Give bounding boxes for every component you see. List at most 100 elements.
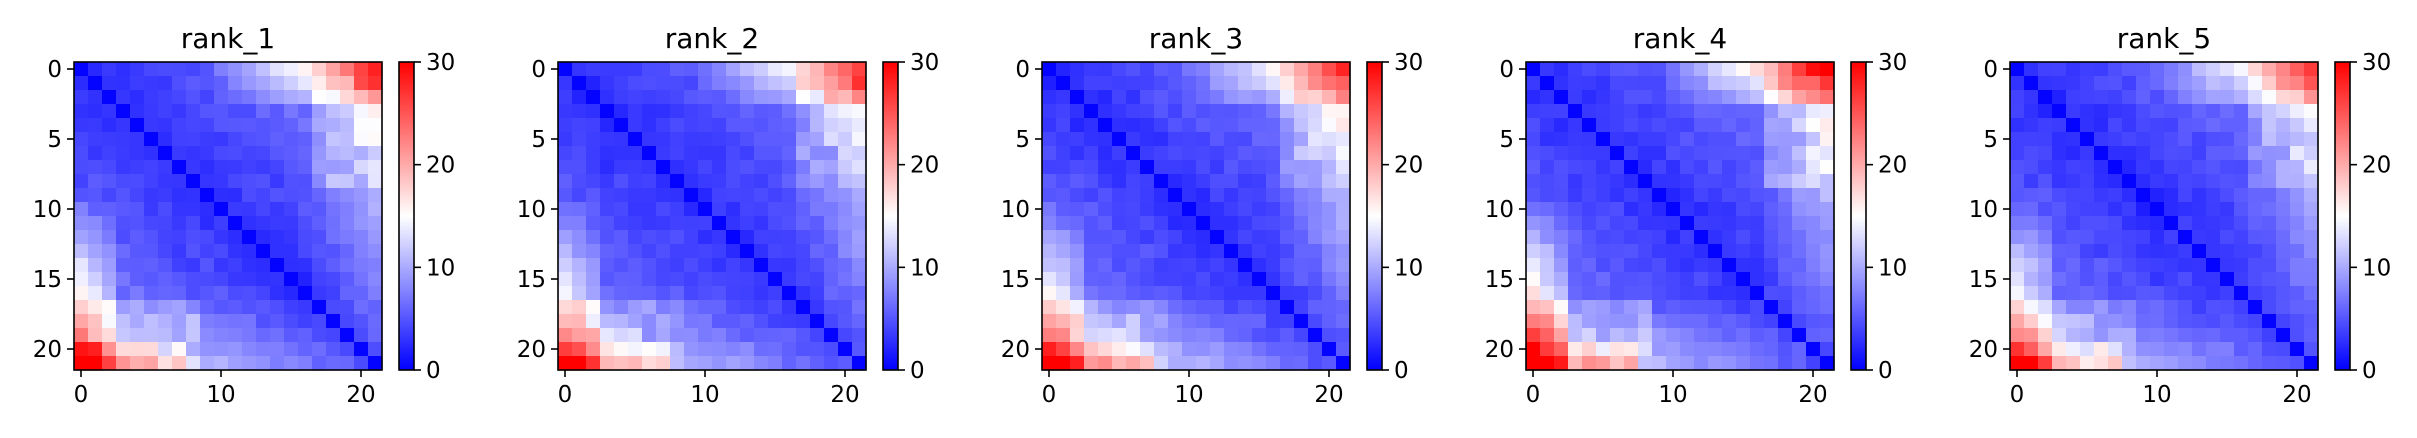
heatmap-cell (1568, 202, 1583, 217)
heatmap-cell (586, 118, 601, 133)
heatmap-cell (838, 342, 853, 357)
heatmap-cell (312, 174, 327, 189)
heatmap-cell (1820, 76, 1835, 91)
heatmap-cell (754, 272, 769, 287)
heatmap-cell (158, 132, 173, 147)
heatmap-cell (2178, 174, 2193, 189)
heatmap-cell (298, 244, 313, 259)
heatmap-cell (2052, 62, 2067, 77)
heatmap-cell (130, 188, 145, 203)
heatmap-cell (824, 244, 839, 259)
heatmap-cell (340, 342, 355, 357)
heatmap-cell (712, 118, 727, 133)
heatmap-cell (1806, 342, 1821, 357)
heatmap-cell (1722, 216, 1737, 231)
heatmap-cell (1736, 342, 1751, 357)
heatmap-cell (1680, 356, 1695, 371)
heatmap-cell (2010, 146, 2025, 161)
heatmap-cell (74, 62, 89, 77)
heatmap-cell (1540, 342, 1555, 357)
heatmap-cell (284, 230, 299, 245)
heatmap-cell (2122, 174, 2137, 189)
x-tick-label: 20 (1314, 382, 1343, 408)
heatmap-cell (200, 118, 215, 133)
heatmap-cell (1266, 174, 1281, 189)
heatmap-cell (1680, 314, 1695, 329)
heatmap-cell (1098, 174, 1113, 189)
heatmap-cell (74, 118, 89, 133)
heatmap-cell (1820, 272, 1835, 287)
heatmap-cell (1070, 356, 1085, 371)
heatmap-cell (214, 342, 229, 357)
heatmap-cell (712, 104, 727, 119)
heatmap-cell (656, 118, 671, 133)
heatmap-cell (1196, 188, 1211, 203)
heatmap-cell (1582, 216, 1597, 231)
y-tick-label: 10 (1969, 197, 1998, 223)
heatmap-cell (768, 76, 783, 91)
heatmap-cell (572, 244, 587, 259)
heatmap-cell (2010, 216, 2025, 231)
heatmap-cell (1042, 216, 1057, 231)
heatmap-cell (1624, 244, 1639, 259)
heatmap-cell (242, 272, 257, 287)
heatmap-cell (214, 202, 229, 217)
heatmap-cell (1526, 216, 1541, 231)
heatmap-cell (200, 188, 215, 203)
heatmap-cell (796, 62, 811, 77)
heatmap-cell (1224, 216, 1239, 231)
heatmap-cell (312, 146, 327, 161)
heatmap-cell (354, 132, 369, 147)
heatmap-cell (1266, 62, 1281, 77)
heatmap-cell (2066, 146, 2081, 161)
heatmap-cell (2136, 160, 2151, 175)
heatmap-cell (2010, 188, 2025, 203)
heatmap-cell (1540, 230, 1555, 245)
heatmap-cell (2052, 160, 2067, 175)
heatmap-cell (1596, 202, 1611, 217)
heatmap-cell (670, 244, 685, 259)
y-tick-label: 5 (1983, 127, 1998, 153)
heatmap-cell (270, 188, 285, 203)
heatmap-cell (1280, 202, 1295, 217)
heatmap-cell (810, 300, 825, 315)
heatmap-cell (1736, 314, 1751, 329)
heatmap-cell (284, 174, 299, 189)
heatmap-cell (214, 62, 229, 77)
heatmap-cell (698, 104, 713, 119)
heatmap-cell (2248, 132, 2263, 147)
heatmap-cell (768, 356, 783, 371)
heatmap-cell (1694, 286, 1709, 301)
heatmap-cell (1070, 216, 1085, 231)
heatmap-cell (1336, 76, 1351, 91)
heatmap-cell (326, 90, 341, 105)
heatmap-cell (2108, 244, 2123, 259)
heatmap-cell (130, 258, 145, 273)
heatmap-cell (768, 230, 783, 245)
heatmap-cell (2122, 258, 2137, 273)
heatmap-cell (1322, 188, 1337, 203)
heatmap-cell (810, 90, 825, 105)
heatmap-cell (2276, 286, 2291, 301)
heatmap-cell (1722, 328, 1737, 343)
heatmap-cell (1154, 202, 1169, 217)
heatmap-cell (838, 90, 853, 105)
heatmap-cell (312, 202, 327, 217)
heatmap-cell (726, 300, 741, 315)
heatmap-cell (852, 174, 867, 189)
heatmap-cell (1750, 258, 1765, 273)
heatmap-cell (2164, 300, 2179, 315)
heatmap-cell (354, 160, 369, 175)
heatmap-cell (228, 230, 243, 245)
heatmap-cell (600, 286, 615, 301)
heatmap-cell (684, 328, 699, 343)
heatmap-cell (1168, 146, 1183, 161)
heatmap-cell (354, 62, 369, 77)
heatmap-cell (1280, 146, 1295, 161)
heatmap-cell (1126, 202, 1141, 217)
heatmap-cell (1680, 174, 1695, 189)
heatmap-cell (1098, 76, 1113, 91)
heatmap-cell (256, 118, 271, 133)
heatmap-cell (1652, 314, 1667, 329)
heatmap-cell (1764, 342, 1779, 357)
